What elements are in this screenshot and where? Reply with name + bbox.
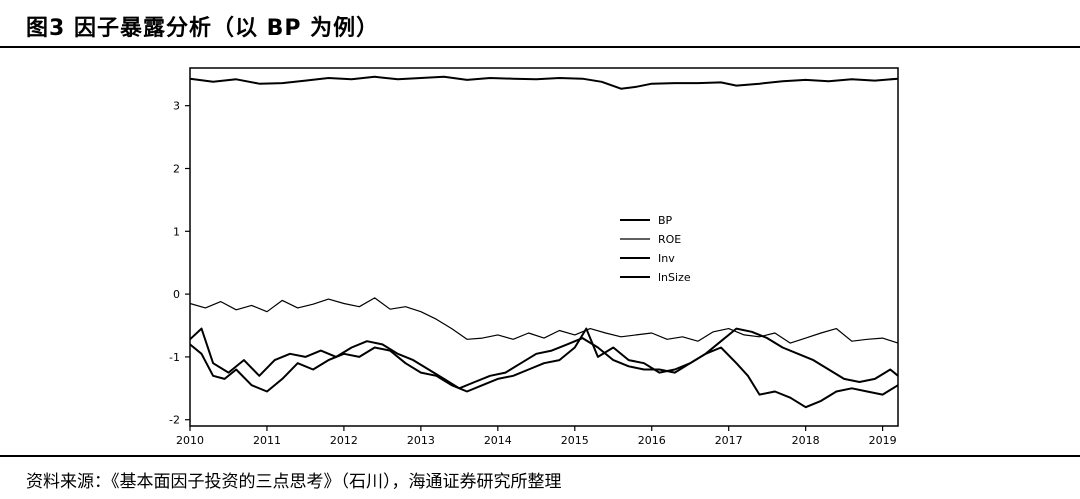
series-line-inv: [189, 327, 899, 390]
figure-title: 图3 因子暴露分析（以 BP 为例）: [26, 16, 380, 41]
x-tick-label: 2011: [253, 434, 281, 447]
series-line-lnsize: [189, 327, 899, 409]
plot-frame: [189, 67, 899, 427]
y-tick-label: 1: [173, 225, 180, 238]
legend-label-lnsize: lnSize: [658, 271, 691, 284]
y-tick-label: -1: [169, 351, 180, 364]
x-tick-label: 2016: [638, 434, 666, 447]
chart-area: -2 -1 0 1 2 3 2010 2011 2012 2013 2014 2015 2016 2017…: [0, 48, 1080, 452]
series-line-roe: [189, 297, 899, 344]
y-tick-label: -2: [169, 414, 180, 427]
figure-title-bar: 图3 因子暴露分析（以 BP 为例）: [0, 0, 1080, 48]
x-tick-label: 2010: [176, 434, 204, 447]
source-note: 资料来源：《基本面因子投资的三点思考》（石川），海通证券研究所整理: [26, 472, 562, 492]
x-tick-label: 2019: [869, 434, 897, 447]
legend-label-inv: Inv: [658, 252, 675, 265]
y-tick-label: 3: [173, 100, 180, 113]
x-tick-label: 2018: [792, 434, 820, 447]
line-chart: -2 -1 0 1 2 3 2010 2011 2012 2013 2014 2015 2016 2017…: [169, 67, 899, 447]
x-tick-label: 2017: [715, 434, 743, 447]
y-tick-label: 0: [173, 288, 180, 301]
y-tick-label: 2: [173, 162, 180, 175]
source-bar: 资料来源：《基本面因子投资的三点思考》（石川），海通证券研究所整理: [0, 455, 1080, 499]
x-tick-label: 2012: [330, 434, 358, 447]
series-line-bp: [189, 75, 899, 90]
legend-label-bp: BP: [658, 214, 673, 227]
legend-label-roe: ROE: [658, 233, 681, 246]
x-tick-label: 2015: [561, 434, 589, 447]
x-tick-label: 2013: [407, 434, 435, 447]
x-tick-label: 2014: [484, 434, 512, 447]
